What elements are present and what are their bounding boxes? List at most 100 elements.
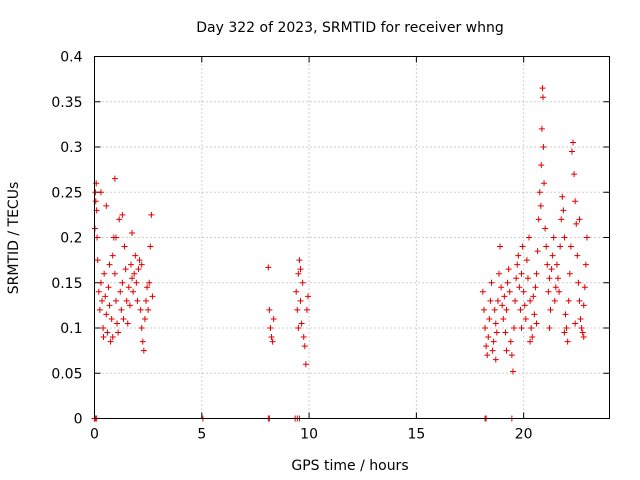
- data-point: [583, 234, 590, 241]
- data-point: [130, 288, 137, 295]
- data-point: [127, 261, 134, 268]
- data-point: [486, 315, 493, 322]
- x-tick-label: 15: [407, 427, 425, 443]
- data-point: [535, 216, 542, 223]
- data-point: [556, 288, 563, 295]
- data-point: [523, 257, 530, 264]
- data-point: [547, 306, 554, 313]
- data-point: [488, 279, 495, 286]
- data-point: [505, 266, 512, 273]
- data-point: [495, 270, 502, 277]
- data-point: [121, 243, 128, 250]
- data-point: [501, 293, 508, 300]
- data-point: [266, 306, 273, 313]
- data-point: [543, 243, 550, 250]
- grid: [94, 56, 610, 419]
- data-point: [560, 207, 567, 214]
- data-point: [92, 198, 99, 205]
- data-point: [100, 334, 107, 341]
- data-point: [479, 288, 486, 295]
- data-point: [522, 315, 529, 322]
- data-point: [516, 284, 523, 291]
- data-point: [509, 368, 516, 375]
- data-point: [484, 352, 491, 359]
- data-point: [533, 320, 540, 327]
- data-point: [539, 85, 546, 92]
- data-point: [269, 338, 276, 345]
- data-point: [126, 302, 133, 309]
- data-point: [528, 325, 535, 331]
- data-point: [490, 338, 497, 345]
- data-point: [546, 325, 553, 331]
- data-point: [572, 198, 579, 205]
- data-point: [506, 288, 513, 295]
- data-point: [134, 297, 141, 304]
- data-point: [147, 243, 154, 250]
- y-tick-labels: 0 0.05 0.1 0.15 0.2 0.25 0.3 0.35 0.4: [51, 50, 82, 428]
- data-points: [91, 85, 590, 422]
- data-point: [117, 288, 124, 295]
- data-point: [520, 288, 527, 295]
- data-point: [107, 338, 114, 345]
- y-tick-label: 0.25: [51, 185, 82, 201]
- data-point: [546, 275, 553, 282]
- chart-title: Day 322 of 2023, SRMTID for receiver whn…: [196, 20, 504, 36]
- data-point: [580, 302, 587, 309]
- data-point: [568, 148, 575, 155]
- data-point: [123, 297, 130, 304]
- data-point: [579, 329, 586, 336]
- data-point: [507, 338, 514, 345]
- data-point: [100, 325, 107, 331]
- x-tick-label: 20: [515, 427, 533, 443]
- data-point: [508, 352, 515, 359]
- y-tick-label: 0: [74, 412, 83, 428]
- data-point: [574, 252, 581, 259]
- data-point: [111, 175, 118, 182]
- data-point: [301, 343, 308, 350]
- data-point: [136, 257, 143, 264]
- data-point: [537, 202, 544, 209]
- data-point: [524, 275, 531, 282]
- data-point: [97, 189, 104, 196]
- data-point: [492, 320, 499, 327]
- data-point: [143, 297, 149, 304]
- plot-frame: [94, 56, 610, 419]
- data-point: [137, 306, 144, 313]
- data-point: [570, 139, 577, 146]
- data-point: [550, 234, 557, 241]
- x-axis-label: GPS time / hours: [291, 458, 408, 474]
- y-tick-label: 0.05: [51, 366, 82, 382]
- data-point: [489, 347, 496, 354]
- data-point: [294, 306, 301, 313]
- data-point: [265, 264, 272, 271]
- data-point: [99, 297, 106, 304]
- data-point: [295, 270, 302, 277]
- data-point: [553, 261, 560, 268]
- data-point: [498, 284, 505, 291]
- data-point: [552, 284, 559, 291]
- data-point: [112, 297, 119, 304]
- data-point: [548, 266, 555, 273]
- data-point: [580, 334, 587, 341]
- x-tick-label: 5: [197, 427, 206, 443]
- data-point: [540, 144, 547, 150]
- data-point: [578, 325, 585, 331]
- data-point: [529, 334, 536, 341]
- data-point: [149, 293, 156, 300]
- data-point: [576, 216, 583, 223]
- data-point: [94, 257, 101, 264]
- data-point: [96, 306, 103, 313]
- x-tick-label: 0: [90, 427, 99, 443]
- data-point: [582, 261, 589, 268]
- x-tick-label: 10: [300, 427, 318, 443]
- data-point: [566, 270, 573, 277]
- data-point: [561, 329, 568, 336]
- data-point: [542, 225, 549, 232]
- data-point: [95, 288, 102, 295]
- data-point: [119, 279, 126, 286]
- data-point: [139, 338, 146, 345]
- data-point: [480, 306, 487, 313]
- data-point: [302, 361, 309, 368]
- data-point: [497, 243, 504, 250]
- data-point: [92, 189, 99, 196]
